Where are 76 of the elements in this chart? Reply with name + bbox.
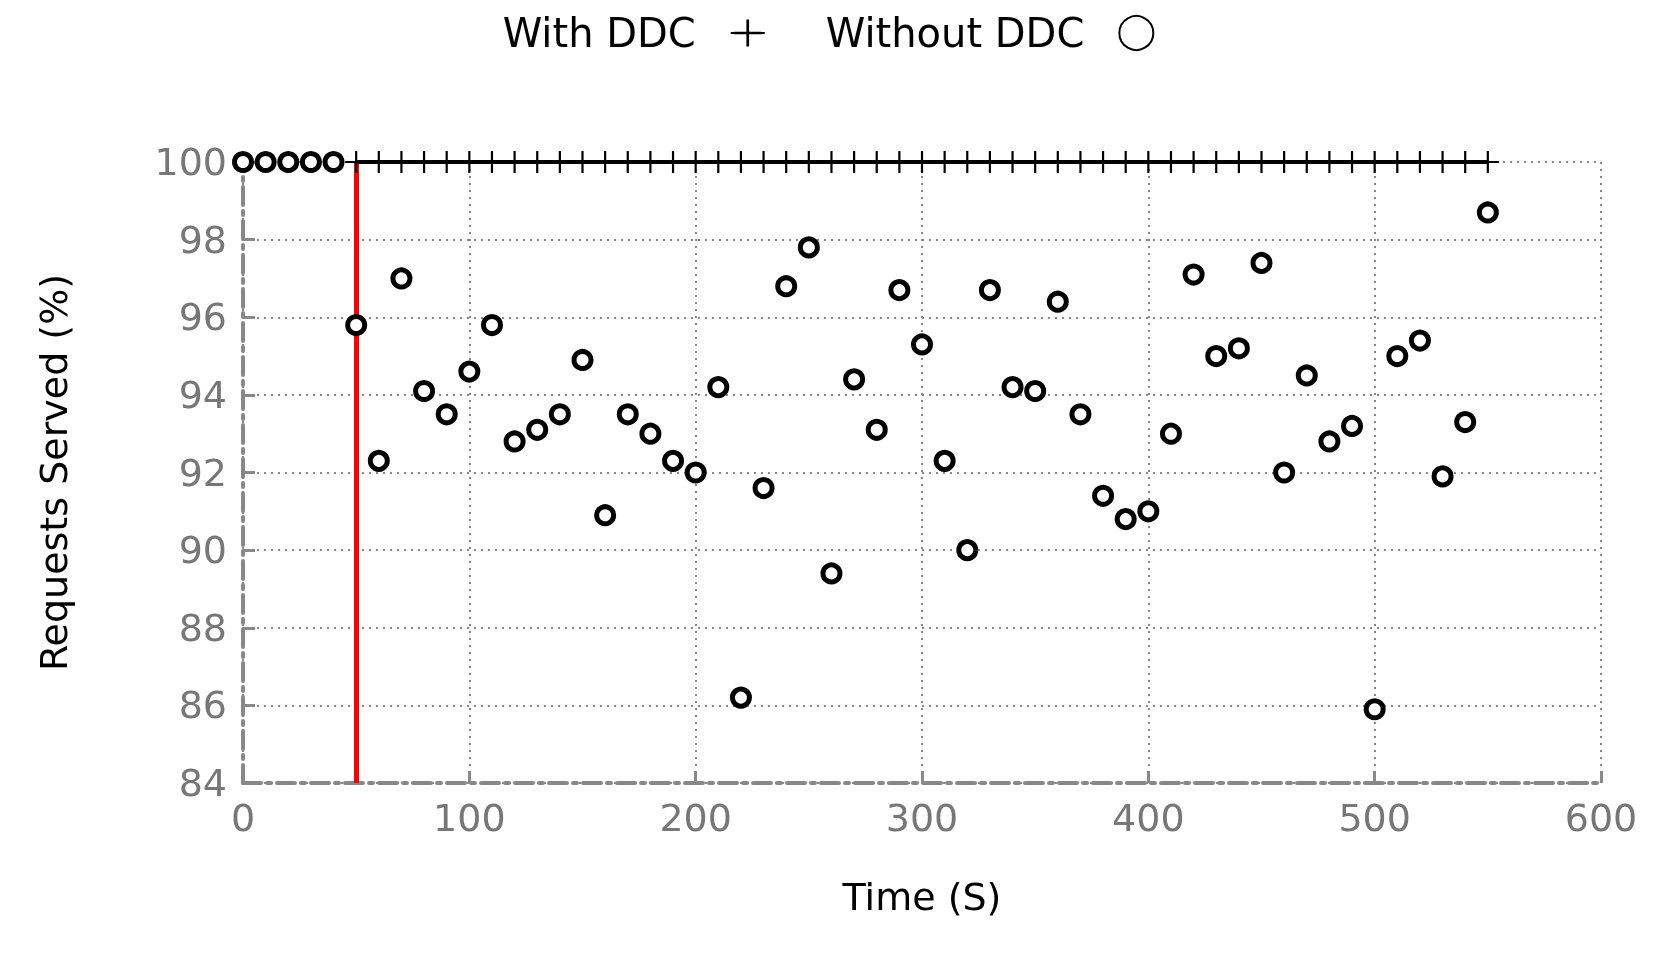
point [956, 539, 979, 562]
legend-label: Without DDC [825, 10, 1085, 56]
point [1408, 329, 1431, 352]
point [775, 275, 798, 298]
y-axis-title: Requests Served (%) [32, 273, 76, 672]
x-tick-label: 0 [230, 796, 256, 840]
y-tick-label: 96 [178, 295, 227, 340]
point [503, 430, 526, 453]
point [1363, 698, 1386, 721]
point [1114, 508, 1137, 531]
point [1001, 376, 1024, 399]
point [1227, 337, 1250, 360]
point [1137, 500, 1160, 523]
point [865, 418, 888, 441]
point [1318, 430, 1341, 453]
x-tick-label: 100 [433, 796, 506, 840]
y-tick-label: 90 [178, 528, 227, 573]
y-tick-label: 98 [178, 217, 227, 262]
point [1182, 263, 1205, 286]
x-tick-label: 300 [885, 796, 959, 840]
point [684, 461, 707, 484]
point [1295, 364, 1318, 387]
point [322, 151, 345, 173]
point [458, 360, 481, 383]
point [367, 449, 390, 472]
point [254, 151, 277, 173]
y-tick-label: 94 [178, 372, 227, 417]
y-tick-label: 88 [178, 605, 227, 650]
point [299, 151, 322, 173]
point [616, 403, 639, 426]
point [345, 314, 368, 337]
x-tick-label: 200 [659, 796, 732, 840]
x-tick-label: 500 [1338, 796, 1411, 840]
y-tick-label: 92 [178, 450, 227, 495]
y-tick-label: 86 [178, 683, 227, 728]
point [526, 418, 549, 441]
point [729, 686, 752, 709]
legend-label: With DDC [502, 10, 696, 56]
point [639, 422, 662, 445]
point [1046, 290, 1069, 313]
point [1273, 461, 1296, 484]
point [978, 279, 1001, 302]
x-axis-title: Time (S) [841, 875, 1002, 919]
point [797, 236, 820, 259]
point [1069, 403, 1092, 426]
point [277, 151, 300, 173]
y-tick-label: 100 [154, 140, 227, 184]
x-tick-label: 600 [1564, 796, 1638, 840]
point [843, 368, 866, 391]
point [820, 562, 843, 585]
point [752, 477, 775, 500]
point [480, 314, 503, 337]
point [435, 403, 458, 426]
point [707, 376, 730, 399]
point [390, 267, 413, 290]
point [1250, 251, 1273, 274]
point [888, 279, 911, 302]
point [1341, 414, 1364, 437]
point [232, 151, 254, 173]
point [662, 449, 685, 472]
point [1092, 484, 1115, 507]
point [1205, 345, 1228, 368]
point [594, 504, 617, 527]
point [548, 403, 571, 426]
point [1386, 345, 1409, 368]
point [1454, 411, 1477, 434]
x-tick-label: 400 [1112, 796, 1185, 840]
point [933, 449, 956, 472]
point [1476, 201, 1499, 224]
point [413, 380, 436, 402]
point [1159, 422, 1182, 445]
point [1024, 380, 1047, 402]
y-tick-label: 84 [178, 761, 227, 805]
point [571, 348, 594, 371]
point [1431, 465, 1454, 488]
point [911, 333, 933, 356]
